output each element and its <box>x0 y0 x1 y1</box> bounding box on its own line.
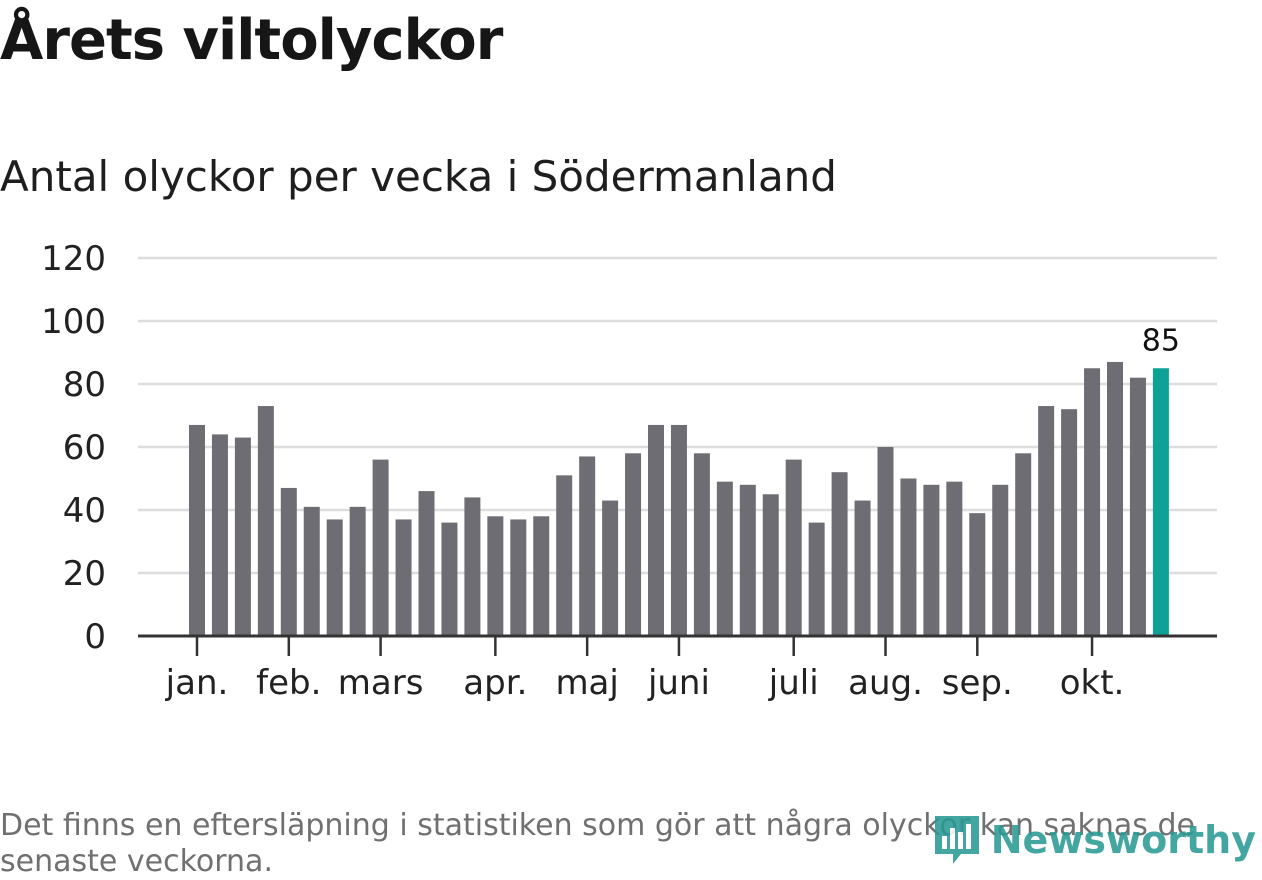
y-tick-label: 120 <box>41 239 106 279</box>
bar <box>303 506 320 636</box>
y-tick-label: 20 <box>63 554 106 594</box>
bar <box>625 453 642 636</box>
x-tick-label: juni <box>647 663 710 703</box>
chart-title: Årets viltolyckor <box>0 8 503 73</box>
bar <box>326 519 343 636</box>
bar <box>464 497 481 636</box>
bar <box>785 459 802 636</box>
bar <box>877 447 894 636</box>
bar-chart: 0 20 40 60 80 100 120 jan. feb. mars apr. maj juni ju… <box>41 239 1217 703</box>
newsworthy-logo: Newsworthy <box>931 812 1256 868</box>
bar <box>1061 409 1078 636</box>
bar <box>992 484 1009 636</box>
bar <box>234 437 251 636</box>
bar <box>831 472 848 636</box>
bar <box>533 516 550 636</box>
bar <box>372 459 389 636</box>
x-tick-label: aug. <box>848 663 923 703</box>
bar <box>257 406 274 636</box>
bar <box>716 481 733 636</box>
x-tick-label: juli <box>768 663 819 703</box>
y-tick-label: 80 <box>63 365 106 405</box>
bar <box>211 434 228 636</box>
bar <box>648 424 664 636</box>
bar <box>693 453 710 636</box>
bar <box>1107 361 1123 636</box>
highlight-bar <box>1152 368 1169 636</box>
chart-subtitle: Antal olyckor per vecka i Södermanland <box>0 152 837 201</box>
bar-chart-logo-icon <box>934 816 979 864</box>
bar <box>280 487 297 636</box>
bar <box>900 478 917 636</box>
bar <box>579 456 596 636</box>
x-tick-label: feb. <box>256 663 321 703</box>
bar <box>923 484 940 636</box>
y-tick-label: 40 <box>63 491 106 531</box>
y-tick-label: 0 <box>84 617 106 657</box>
bar <box>946 481 963 636</box>
bar <box>395 519 412 636</box>
x-tick-label: mars <box>338 663 424 703</box>
bar <box>762 494 779 636</box>
bar <box>969 513 986 636</box>
bar <box>1129 377 1146 636</box>
bar <box>441 522 458 636</box>
bar <box>1084 368 1101 636</box>
logo-text: Newsworthy <box>990 818 1256 862</box>
bar <box>1015 453 1032 636</box>
bar <box>510 519 527 636</box>
x-tick-label: sep. <box>942 663 1013 703</box>
bar <box>670 424 687 636</box>
bar <box>739 484 756 636</box>
bar <box>602 500 619 636</box>
bar <box>349 506 366 636</box>
bar <box>808 522 825 636</box>
bar <box>189 424 205 636</box>
x-tick-label: apr. <box>463 663 527 703</box>
bar <box>418 491 435 636</box>
bar <box>487 516 504 636</box>
y-tick-label: 60 <box>63 428 106 468</box>
x-tick-label: okt. <box>1060 663 1125 703</box>
y-tick-label: 100 <box>41 302 106 342</box>
data-label: 85 <box>1142 323 1180 358</box>
bar <box>854 500 871 636</box>
x-tick-label: maj <box>555 663 618 703</box>
footnote: Det finns en eftersläpning i statistiken… <box>0 808 1195 879</box>
x-tick-label: jan. <box>165 663 229 703</box>
bar <box>1038 406 1055 636</box>
bar <box>556 475 573 636</box>
